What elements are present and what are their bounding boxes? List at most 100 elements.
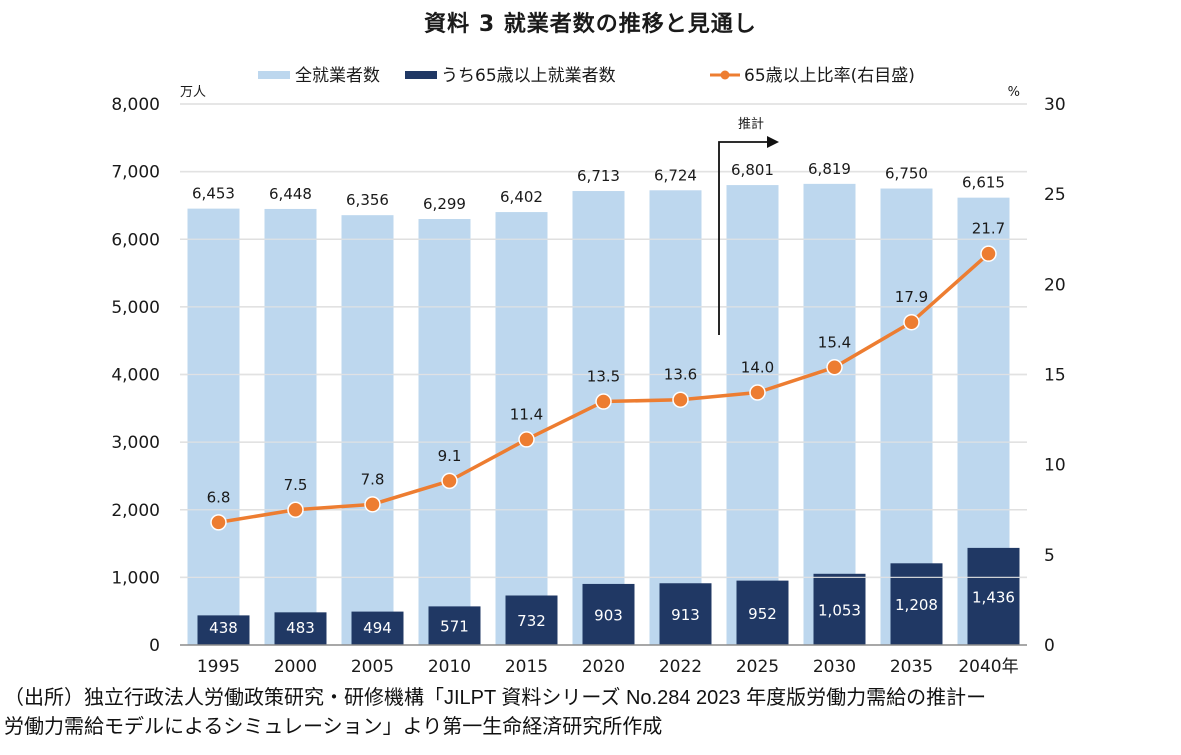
line-label: 6.8 bbox=[207, 488, 231, 506]
bar-label-total: 6,453 bbox=[192, 185, 235, 203]
right-axis-tick: 30 bbox=[1044, 95, 1066, 115]
left-axis-tick: 3,000 bbox=[111, 433, 160, 453]
right-axis-tick: 10 bbox=[1044, 456, 1066, 476]
ratio-point-2015 bbox=[518, 431, 535, 448]
x-axis-tick: 2022 bbox=[659, 657, 702, 677]
bar-label-senior: 1,208 bbox=[895, 596, 938, 614]
legend-swatch-marker bbox=[720, 70, 730, 80]
bar-total-2025 bbox=[726, 185, 779, 645]
right-axis-tick: 0 bbox=[1044, 636, 1055, 656]
x-axis-tick: 2000 bbox=[274, 657, 317, 677]
bar-label-senior: 494 bbox=[363, 619, 392, 637]
bar-senior-2030 bbox=[813, 573, 866, 645]
ratio-point-2025 bbox=[749, 384, 766, 401]
bar-label-senior: 903 bbox=[594, 606, 623, 624]
line-label: 11.4 bbox=[510, 405, 543, 423]
bar-senior-2010 bbox=[428, 606, 481, 645]
bar-senior-2022 bbox=[659, 583, 712, 645]
bar-senior-2000 bbox=[274, 612, 327, 645]
left-axis-tick: 0 bbox=[149, 636, 160, 656]
bar-label-total: 6,356 bbox=[346, 191, 389, 209]
bar-label-senior: 1,053 bbox=[818, 601, 861, 619]
line-label: 21.7 bbox=[972, 220, 1005, 238]
bar-label-senior: 483 bbox=[286, 619, 315, 637]
x-axis-tick: 2020 bbox=[582, 657, 625, 677]
x-axis-tick: 1995 bbox=[197, 657, 240, 677]
ratio-point-2000 bbox=[287, 501, 304, 518]
bar-label-total: 6,713 bbox=[577, 167, 620, 185]
axes: 0 1,000 2,000 3,000 4,000 5,000 6,000 7,000 8,00… bbox=[111, 85, 1065, 677]
bar-label-total: 6,448 bbox=[269, 185, 312, 203]
x-axis-tick: 2035 bbox=[890, 657, 933, 677]
left-axis-tick: 1,000 bbox=[111, 568, 160, 588]
right-axis-tick: 25 bbox=[1044, 185, 1066, 205]
left-axis-tick: 2,000 bbox=[111, 501, 160, 521]
right-axis-tick: 20 bbox=[1044, 275, 1066, 295]
legend-swatch-senior bbox=[405, 71, 437, 79]
ratio-point-2022 bbox=[672, 391, 689, 408]
left-axis-tick: 7,000 bbox=[111, 163, 160, 183]
bar-total-2022 bbox=[649, 190, 702, 646]
ratio-point-2030 bbox=[826, 359, 843, 376]
bar-label-total: 6,750 bbox=[885, 165, 928, 183]
bar-label-senior: 732 bbox=[517, 612, 546, 630]
line-label: 13.5 bbox=[587, 368, 620, 386]
x-axis-tick: 2040年 bbox=[958, 657, 1018, 677]
x-axis-tick: 2010 bbox=[428, 657, 471, 677]
bar-senior-2015 bbox=[505, 595, 558, 645]
source-note-line-1: （出所）独立行政法人労働政策研究・研修機構「JILPT 資料シリーズ No.28… bbox=[4, 687, 987, 709]
bar-label-total: 6,402 bbox=[500, 188, 543, 206]
projection-label: 推計 bbox=[738, 116, 764, 132]
bar-total-1995 bbox=[187, 208, 240, 645]
bar-label-senior: 571 bbox=[440, 618, 469, 636]
legend-swatch-total bbox=[258, 71, 290, 79]
line-label: 9.1 bbox=[438, 447, 462, 465]
data-labels: 6,453 6,448 6,356 6,299 6,402 6,713 6,724 6,801… bbox=[192, 160, 1015, 637]
bar-label-total: 6,801 bbox=[731, 161, 774, 179]
line-label: 7.5 bbox=[284, 476, 308, 494]
x-axis-tick: 2005 bbox=[351, 657, 394, 677]
right-axis-unit: % bbox=[1008, 85, 1020, 100]
gridlines-overlay bbox=[180, 103, 1027, 578]
left-axis-tick: 8,000 bbox=[111, 95, 160, 115]
x-axis-tick: 2025 bbox=[736, 657, 779, 677]
bar-label-total: 6,299 bbox=[423, 195, 466, 213]
bar-total-2030 bbox=[803, 183, 856, 646]
line-label: 15.4 bbox=[818, 333, 851, 351]
x-axis-tick: 2015 bbox=[505, 657, 548, 677]
line-label: 7.8 bbox=[361, 470, 385, 488]
bar-label-total: 6,724 bbox=[654, 166, 697, 184]
chart-title: 資料 3 就業者数の推移と見通し bbox=[424, 12, 757, 37]
bar-label-senior: 1,436 bbox=[972, 588, 1015, 606]
line-label: 17.9 bbox=[895, 288, 928, 306]
bar-label-senior: 952 bbox=[748, 605, 777, 623]
right-axis-tick: 5 bbox=[1044, 546, 1055, 566]
left-axis-tick: 4,000 bbox=[111, 366, 160, 386]
bar-label-total: 6,615 bbox=[962, 174, 1005, 192]
ratio-point-1995 bbox=[210, 514, 227, 531]
bar-total-2015 bbox=[495, 212, 548, 645]
legend-label-total: 全就業者数 bbox=[295, 66, 380, 86]
line-label: 14.0 bbox=[741, 359, 774, 377]
ratio-point-2005 bbox=[364, 496, 381, 513]
bar-senior-2040年 bbox=[967, 547, 1020, 645]
left-axis-tick: 6,000 bbox=[111, 230, 160, 250]
arrow-right-icon bbox=[767, 136, 779, 148]
legend-label-ratio: 65歳以上比率(右目盛) bbox=[744, 66, 915, 86]
left-axis-unit: 万人 bbox=[180, 85, 206, 100]
bars-senior-workers bbox=[197, 547, 1020, 645]
bars-total-workers bbox=[187, 183, 1010, 646]
ratio-point-2035 bbox=[903, 313, 920, 331]
legend: 全就業者数 うち65歳以上就業者数 65歳以上比率(右目盛) bbox=[258, 66, 915, 86]
bar-total-2000 bbox=[264, 208, 317, 646]
right-axis-tick: 15 bbox=[1044, 366, 1066, 386]
line-label: 13.6 bbox=[664, 366, 697, 384]
projection-annotation: 推計 bbox=[718, 116, 779, 335]
projection-bracket bbox=[718, 141, 769, 335]
bar-senior-2005 bbox=[351, 611, 404, 645]
bar-total-2005 bbox=[341, 215, 394, 645]
left-axis-tick: 5,000 bbox=[111, 298, 160, 318]
bar-senior-1995 bbox=[197, 615, 250, 645]
source-note-line-2: 労働力需給モデルによるシミュレーション」より第一生命経済研究所作成 bbox=[4, 716, 663, 738]
bar-total-2010 bbox=[418, 219, 471, 645]
